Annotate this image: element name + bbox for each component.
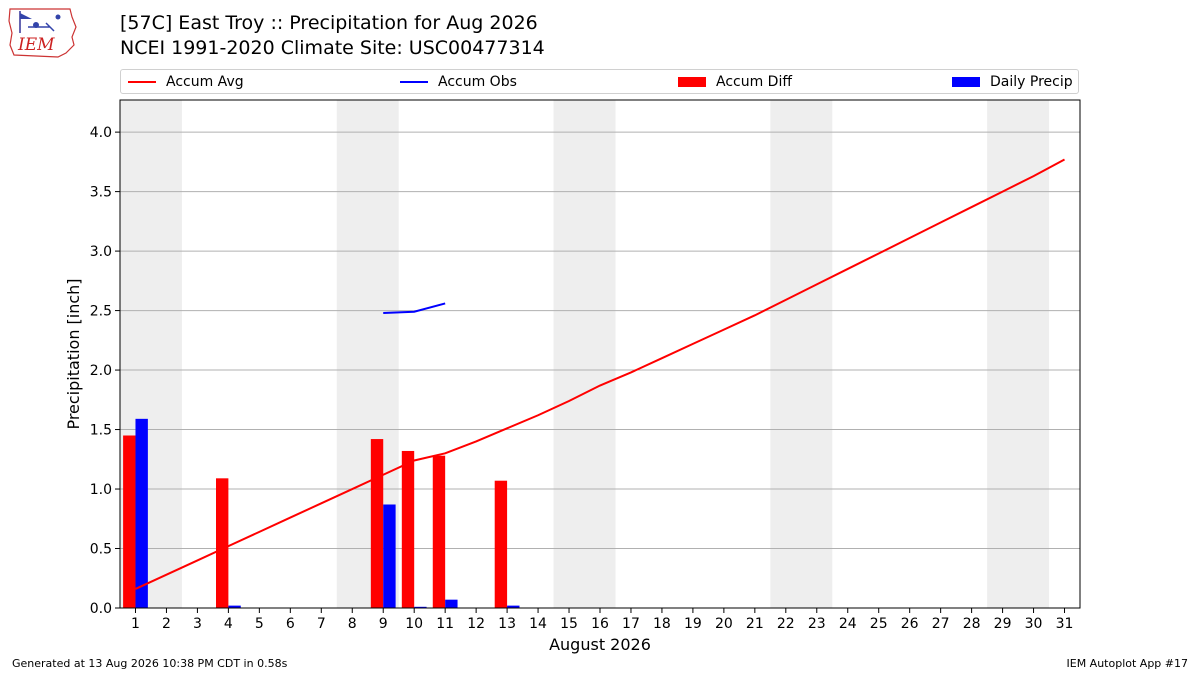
- legend-swatch-accum-obs: [400, 80, 428, 83]
- legend-label-accum-obs: Accum Obs: [438, 73, 517, 90]
- bars: [123, 418, 520, 608]
- chart-legend: Accum Avg Accum Obs Accum Diff Daily Pre…: [120, 69, 1079, 94]
- accum-diff-bar: [401, 450, 415, 608]
- x-tick-label: 14: [529, 616, 547, 632]
- x-tick-label: 19: [684, 616, 702, 632]
- legend-label-accum-diff: Accum Diff: [716, 73, 793, 90]
- x-tick-label: 28: [963, 616, 981, 632]
- legend-item-accum-diff: Accum Diff: [678, 70, 792, 93]
- daily-precip-bar: [228, 605, 241, 608]
- x-tick-label: 12: [467, 616, 485, 632]
- x-axis-label: August 2026: [549, 635, 651, 654]
- x-tick-label: 25: [870, 616, 888, 632]
- app-credit: IEM Autoplot App #17: [1066, 657, 1189, 670]
- x-tick-label: 1: [131, 616, 140, 632]
- y-tick-label: 3.0: [90, 244, 112, 260]
- x-tick-label: 9: [379, 616, 388, 632]
- y-tick-label: 0.5: [90, 542, 112, 558]
- x-tick-label: 26: [901, 616, 919, 632]
- x-tick-label: 22: [777, 616, 795, 632]
- legend-label-accum-avg: Accum Avg: [166, 73, 244, 90]
- x-tick-label: 24: [839, 616, 857, 632]
- accum-diff-bar: [432, 455, 446, 608]
- accum-diff-bar: [123, 435, 136, 608]
- accum-diff-bar: [494, 480, 508, 608]
- x-tick-label: 8: [348, 616, 357, 632]
- legend-swatch-accum-diff: [678, 76, 706, 87]
- x-tick-label: 15: [560, 616, 578, 632]
- lines: [135, 158, 1065, 590]
- iem-logo: IEM: [6, 5, 80, 63]
- y-tick-label: 2.5: [90, 304, 112, 320]
- legend-item-accum-obs: Accum Obs: [400, 70, 517, 93]
- daily-precip-bar: [135, 418, 148, 608]
- y-tick-label: 1.5: [90, 423, 112, 439]
- daily-precip-bar: [383, 504, 396, 608]
- x-tick-label: 16: [591, 616, 609, 632]
- x-tick-label: 20: [715, 616, 733, 632]
- x-tick-label: 6: [286, 616, 295, 632]
- daily-precip-bar: [414, 606, 427, 608]
- y-tick-label: 2.0: [90, 363, 112, 379]
- generated-timestamp: Generated at 13 Aug 2026 10:38 PM CDT in…: [12, 657, 288, 670]
- x-tick-label: 3: [193, 616, 202, 632]
- weekend-shade-3: [770, 100, 833, 608]
- weekend-shade-2: [553, 100, 616, 608]
- x-tick-label: 30: [1025, 616, 1043, 632]
- legend-swatch-accum-avg: [128, 80, 156, 83]
- legend-item-daily-precip: Daily Precip: [952, 70, 1073, 93]
- grid-lines: [120, 131, 1080, 550]
- y-tick-label: 1.0: [90, 482, 112, 498]
- x-tick-label: 4: [224, 616, 233, 632]
- x-tick-label: 10: [405, 616, 423, 632]
- daily-precip-bar: [507, 605, 520, 608]
- legend-label-daily-precip: Daily Precip: [990, 73, 1073, 90]
- x-axis-ticks: 1 2 3 4 5 6 7 8 9 10 11 12 13 14 15 16 17 18 19 20 21 22 23 24 2…: [131, 608, 1073, 632]
- y-axis-ticks: 0.0 0.5 1.0 1.5 2.0 2.5 3.0 3.5 4.0: [90, 125, 120, 617]
- x-tick-label: 21: [746, 616, 764, 632]
- x-tick-label: 27: [932, 616, 950, 632]
- x-tick-label: 13: [498, 616, 516, 632]
- x-tick-label: 18: [653, 616, 671, 632]
- y-tick-label: 0.0: [90, 601, 112, 617]
- x-tick-label: 5: [255, 616, 264, 632]
- chart-title: [57C] East Troy :: Precipitation for Aug…: [120, 12, 538, 34]
- legend-swatch-daily-precip: [952, 76, 980, 87]
- y-tick-label: 4.0: [90, 125, 112, 141]
- accum-avg-line: [135, 158, 1065, 590]
- logo-text: IEM: [17, 35, 55, 55]
- x-tick-label: 17: [622, 616, 640, 632]
- chart-subtitle: NCEI 1991-2020 Climate Site: USC00477314: [120, 37, 545, 59]
- y-axis-label: Precipitation [inch]: [64, 278, 83, 429]
- accum-diff-bar: [370, 439, 384, 608]
- x-tick-label: 23: [808, 616, 826, 632]
- y-tick-label: 3.5: [90, 185, 112, 201]
- accum-diff-bar: [216, 478, 229, 608]
- x-tick-label: 29: [994, 616, 1012, 632]
- x-tick-label: 11: [436, 616, 454, 632]
- x-tick-label: 7: [317, 616, 326, 632]
- weekend-shade-4: [987, 100, 1050, 608]
- legend-item-accum-avg: Accum Avg: [128, 70, 244, 93]
- daily-precip-bar: [445, 599, 458, 608]
- x-tick-label: 31: [1056, 616, 1074, 632]
- accum-obs-line: [383, 302, 446, 314]
- x-tick-label: 2: [162, 616, 171, 632]
